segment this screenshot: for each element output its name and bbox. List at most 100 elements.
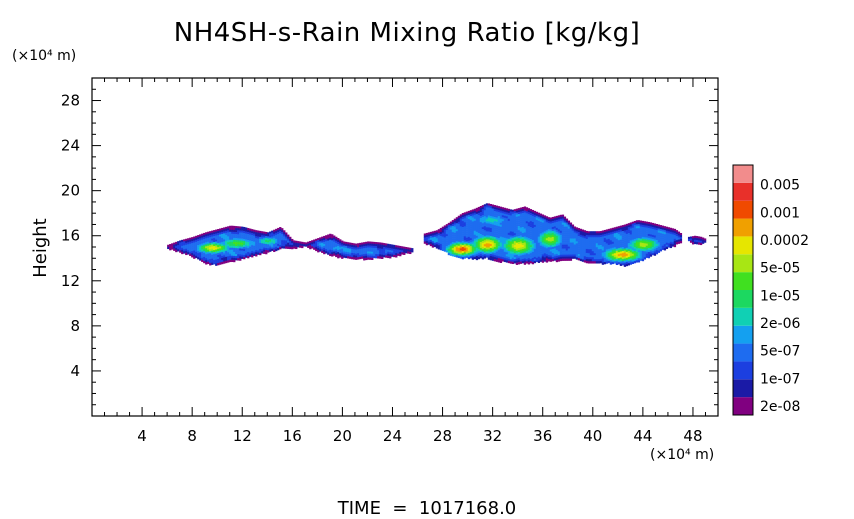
- field-cell: [453, 220, 457, 223]
- field-cell: [635, 244, 639, 247]
- field-cell: [343, 251, 346, 254]
- field-cell: [443, 229, 447, 232]
- field-cell: [463, 242, 467, 245]
- field-cell: [481, 253, 485, 256]
- field-cell: [215, 245, 218, 248]
- field-cell: [653, 249, 657, 252]
- field-cell: [205, 234, 208, 237]
- field-cell: [435, 238, 439, 241]
- field-cell: [607, 254, 611, 258]
- field-cell: [251, 253, 254, 256]
- field-cell: [547, 221, 551, 224]
- field-cell: [517, 244, 521, 247]
- field-cell: [475, 229, 479, 233]
- field-cell: [467, 238, 471, 242]
- field-cell: [229, 237, 232, 241]
- field-cell: [223, 251, 226, 254]
- field-cell: [601, 256, 605, 259]
- x-tick-label: 36: [533, 427, 552, 445]
- field-cell: [571, 228, 575, 231]
- field-cell: [537, 236, 541, 239]
- field-cell: [493, 239, 497, 242]
- field-cell: [209, 253, 212, 256]
- field-cell: [457, 233, 461, 237]
- field-cell: [335, 250, 338, 254]
- field-cell: [563, 230, 567, 233]
- field-cell: [487, 243, 491, 246]
- field-cell: [535, 225, 539, 229]
- field-cell: [171, 243, 174, 246]
- field-cell: [621, 251, 625, 254]
- field-cell: [259, 232, 262, 236]
- field-cell: [551, 216, 555, 220]
- field-cell: [547, 257, 551, 260]
- field-cell: [525, 255, 529, 258]
- field-cell: [511, 239, 515, 243]
- field-cell: [393, 248, 396, 252]
- field-cell: [517, 208, 521, 211]
- field-cell: [275, 228, 278, 232]
- field-cell: [537, 252, 541, 255]
- field-cell: [427, 238, 431, 241]
- field-cell: [519, 223, 523, 226]
- field-cell: [237, 242, 240, 245]
- field-cell: [673, 244, 677, 248]
- field-cell: [623, 254, 627, 257]
- field-cell: [487, 215, 491, 218]
- field-cell: [177, 241, 180, 244]
- field-cell: [339, 243, 342, 246]
- field-cell: [447, 222, 451, 226]
- field-cell: [243, 246, 246, 250]
- field-cell: [449, 253, 453, 256]
- field-cell: [619, 255, 623, 258]
- field-cell: [485, 247, 489, 250]
- field-cell: [631, 253, 635, 257]
- field-cell: [625, 223, 629, 227]
- field-cell: [497, 224, 501, 227]
- colorbar-label: 2e-08: [760, 399, 800, 415]
- field-cell: [533, 216, 537, 220]
- field-cell: [231, 255, 234, 259]
- field-cell: [595, 251, 599, 254]
- field-cell: [277, 229, 280, 233]
- field-cell: [189, 253, 192, 256]
- field-cell: [169, 244, 172, 247]
- field-cell: [599, 231, 603, 234]
- field-cell: [255, 234, 258, 237]
- field-cell: [241, 248, 244, 251]
- field-cell: [245, 235, 248, 238]
- field-cell: [505, 222, 509, 225]
- field-cell: [649, 228, 653, 231]
- field-cell: [473, 222, 477, 226]
- field-cell: [443, 249, 447, 252]
- field-cell: [511, 223, 515, 227]
- field-cell: [501, 255, 505, 258]
- field-cell: [657, 236, 661, 239]
- field-cell: [599, 257, 603, 260]
- field-cell: [455, 243, 459, 246]
- field-cell: [449, 235, 453, 238]
- field-cell: [275, 236, 278, 240]
- field-cell: [235, 234, 238, 237]
- field-cell: [453, 242, 457, 245]
- field-cell: [611, 247, 615, 251]
- field-cell: [177, 247, 180, 250]
- field-cell: [521, 211, 525, 214]
- field-cell: [471, 251, 475, 254]
- field-cell: [499, 246, 503, 249]
- field-cell: [247, 236, 250, 239]
- field-cell: [451, 224, 455, 227]
- field-cell: [655, 248, 659, 251]
- field-cell: [207, 245, 210, 248]
- field-cell: [293, 240, 296, 243]
- field-cell: [559, 240, 563, 244]
- field-cell: [531, 259, 535, 263]
- field-cell: [547, 245, 551, 248]
- field-cell: [461, 217, 465, 220]
- field-cell: [257, 250, 260, 253]
- field-cell: [467, 212, 471, 216]
- field-cell: [353, 251, 356, 254]
- field-cell: [587, 237, 591, 240]
- field-cell: [545, 258, 549, 261]
- field-cell: [473, 242, 477, 246]
